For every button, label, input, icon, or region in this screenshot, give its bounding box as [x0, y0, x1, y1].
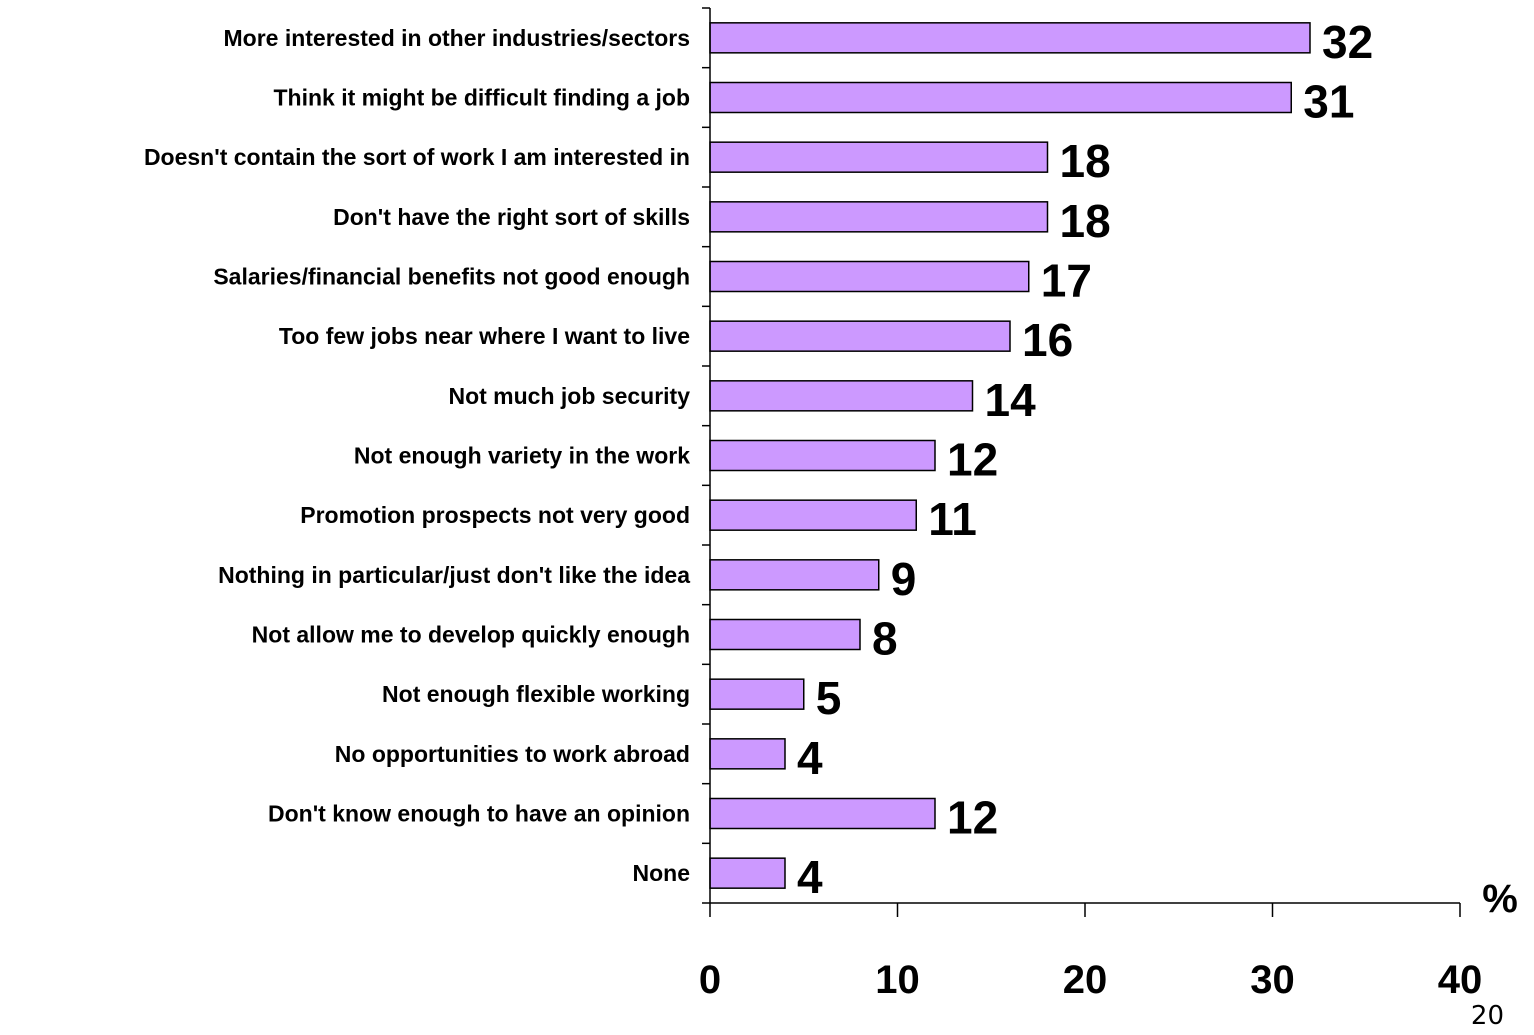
bar [709, 141, 1049, 173]
bar [709, 439, 936, 472]
bar [709, 738, 786, 770]
category-label: Don't have the right sort of skills [333, 204, 690, 230]
category-label: Salaries/financial benefits not good eno… [213, 264, 690, 290]
category-label: Nothing in particular/just don't like th… [218, 562, 690, 588]
data-label: 4 [797, 732, 823, 784]
bar [709, 678, 805, 710]
bar [709, 22, 1311, 54]
data-label: 18 [1060, 135, 1111, 187]
bar [709, 201, 1049, 233]
category-label: More interested in other industries/sect… [223, 25, 690, 51]
x-tick-label: 10 [875, 958, 920, 1002]
category-label: Doesn't contain the sort of work I am in… [144, 144, 690, 170]
bar [709, 260, 1030, 293]
bar [709, 559, 880, 591]
data-label: 16 [1022, 314, 1073, 366]
data-label: 17 [1041, 255, 1092, 307]
category-label: No opportunities to work abroad [335, 741, 690, 767]
data-label: 4 [797, 851, 823, 903]
data-label: 31 [1303, 76, 1354, 128]
data-label: 5 [816, 672, 842, 724]
category-label: Think it might be difficult finding a jo… [273, 85, 690, 111]
data-label: 12 [947, 792, 998, 844]
data-label: 12 [947, 434, 998, 486]
bar [709, 380, 974, 412]
category-label: Not enough variety in the work [354, 443, 690, 469]
x-tick-label: 0 [699, 958, 721, 1002]
bars-layer [702, 7, 1461, 917]
x-tick-label: 30 [1250, 958, 1295, 1002]
category-label: Too few jobs near where I want to live [279, 323, 690, 349]
page-number: 20 [1470, 1001, 1504, 1031]
x-tick-label: 40 [1438, 958, 1483, 1002]
labels-layer: More interested in other industries/sect… [144, 16, 1482, 1002]
bar [709, 857, 786, 889]
data-label: 14 [985, 374, 1037, 426]
category-label: Not much job security [448, 383, 690, 409]
bar [709, 320, 1011, 352]
data-label: 18 [1060, 195, 1111, 247]
x-tick-label: 20 [1063, 958, 1108, 1002]
category-label: Promotion prospects not very good [300, 502, 690, 528]
bar [709, 618, 861, 651]
category-label: None [633, 860, 691, 886]
category-label: Not enough flexible working [382, 681, 690, 707]
bar [709, 797, 936, 830]
category-label: Not allow me to develop quickly enough [252, 622, 690, 648]
bar [709, 499, 917, 531]
x-axis-unit-label: % [1482, 877, 1518, 921]
data-label: 32 [1322, 16, 1373, 68]
data-label: 11 [928, 493, 977, 545]
category-label: Don't know enough to have an opinion [268, 801, 690, 827]
axes-layer [709, 8, 1460, 904]
data-label: 8 [872, 613, 898, 665]
bar [709, 81, 1292, 114]
data-label: 9 [891, 553, 917, 605]
